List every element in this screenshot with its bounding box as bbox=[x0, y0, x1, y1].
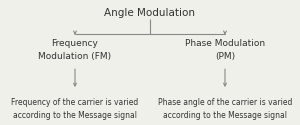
Text: Phase angle of the carrier is varied
according to the Message signal: Phase angle of the carrier is varied acc… bbox=[158, 98, 292, 120]
Text: Frequency
Modulation (FM): Frequency Modulation (FM) bbox=[38, 39, 112, 61]
Text: Frequency of the carrier is varied
according to the Message signal: Frequency of the carrier is varied accor… bbox=[11, 98, 139, 120]
Text: Phase Modulation
(PM): Phase Modulation (PM) bbox=[185, 39, 265, 61]
Text: Angle Modulation: Angle Modulation bbox=[104, 8, 196, 18]
